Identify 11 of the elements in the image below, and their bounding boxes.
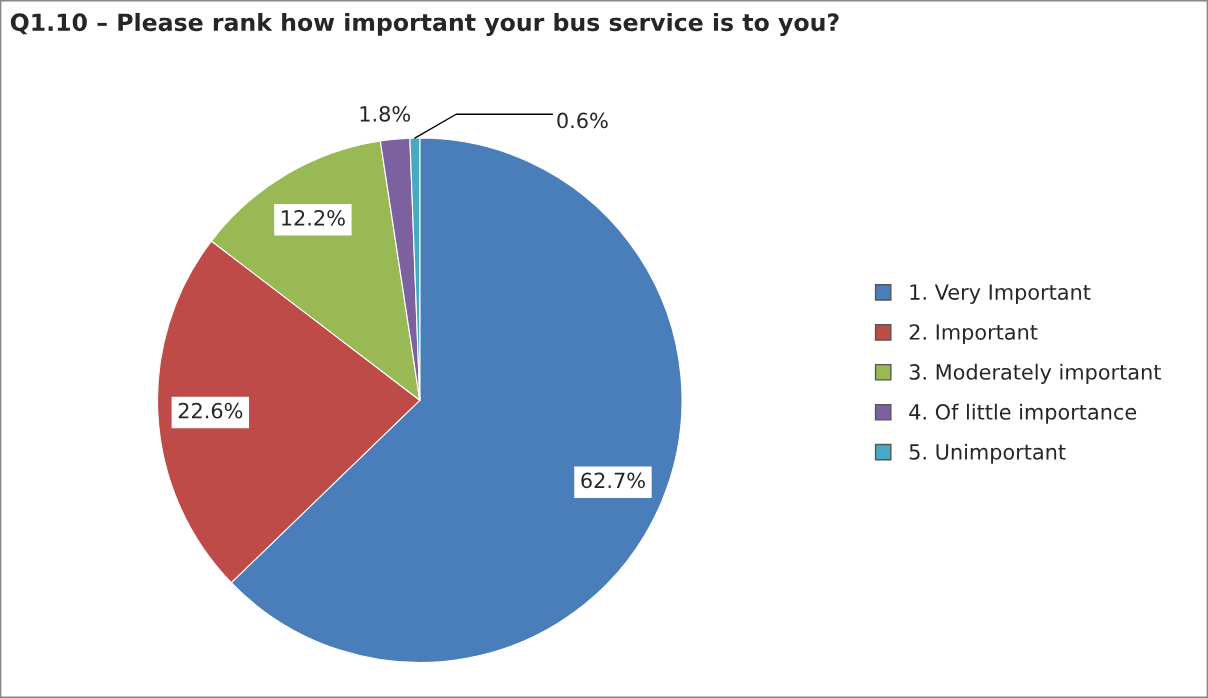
chart-title: Q1.10 – Please rank how important your bus service is to you? — [10, 12, 839, 36]
data-label: 62.7% — [581, 472, 645, 489]
legend-label: 2. Important — [909, 324, 1038, 344]
data-label: 22.6% — [178, 402, 243, 419]
data-label: 1.8% — [360, 105, 411, 122]
legend-label: 1. Very Important — [910, 284, 1091, 304]
data-label: 0.6% — [557, 112, 608, 129]
legend-label: 4. Of little importance — [909, 403, 1137, 424]
legend-label: 3. Moderately important — [909, 363, 1161, 384]
legend-label: 5. Unimportant — [909, 443, 1066, 464]
data-label: 12.2% — [282, 210, 345, 226]
